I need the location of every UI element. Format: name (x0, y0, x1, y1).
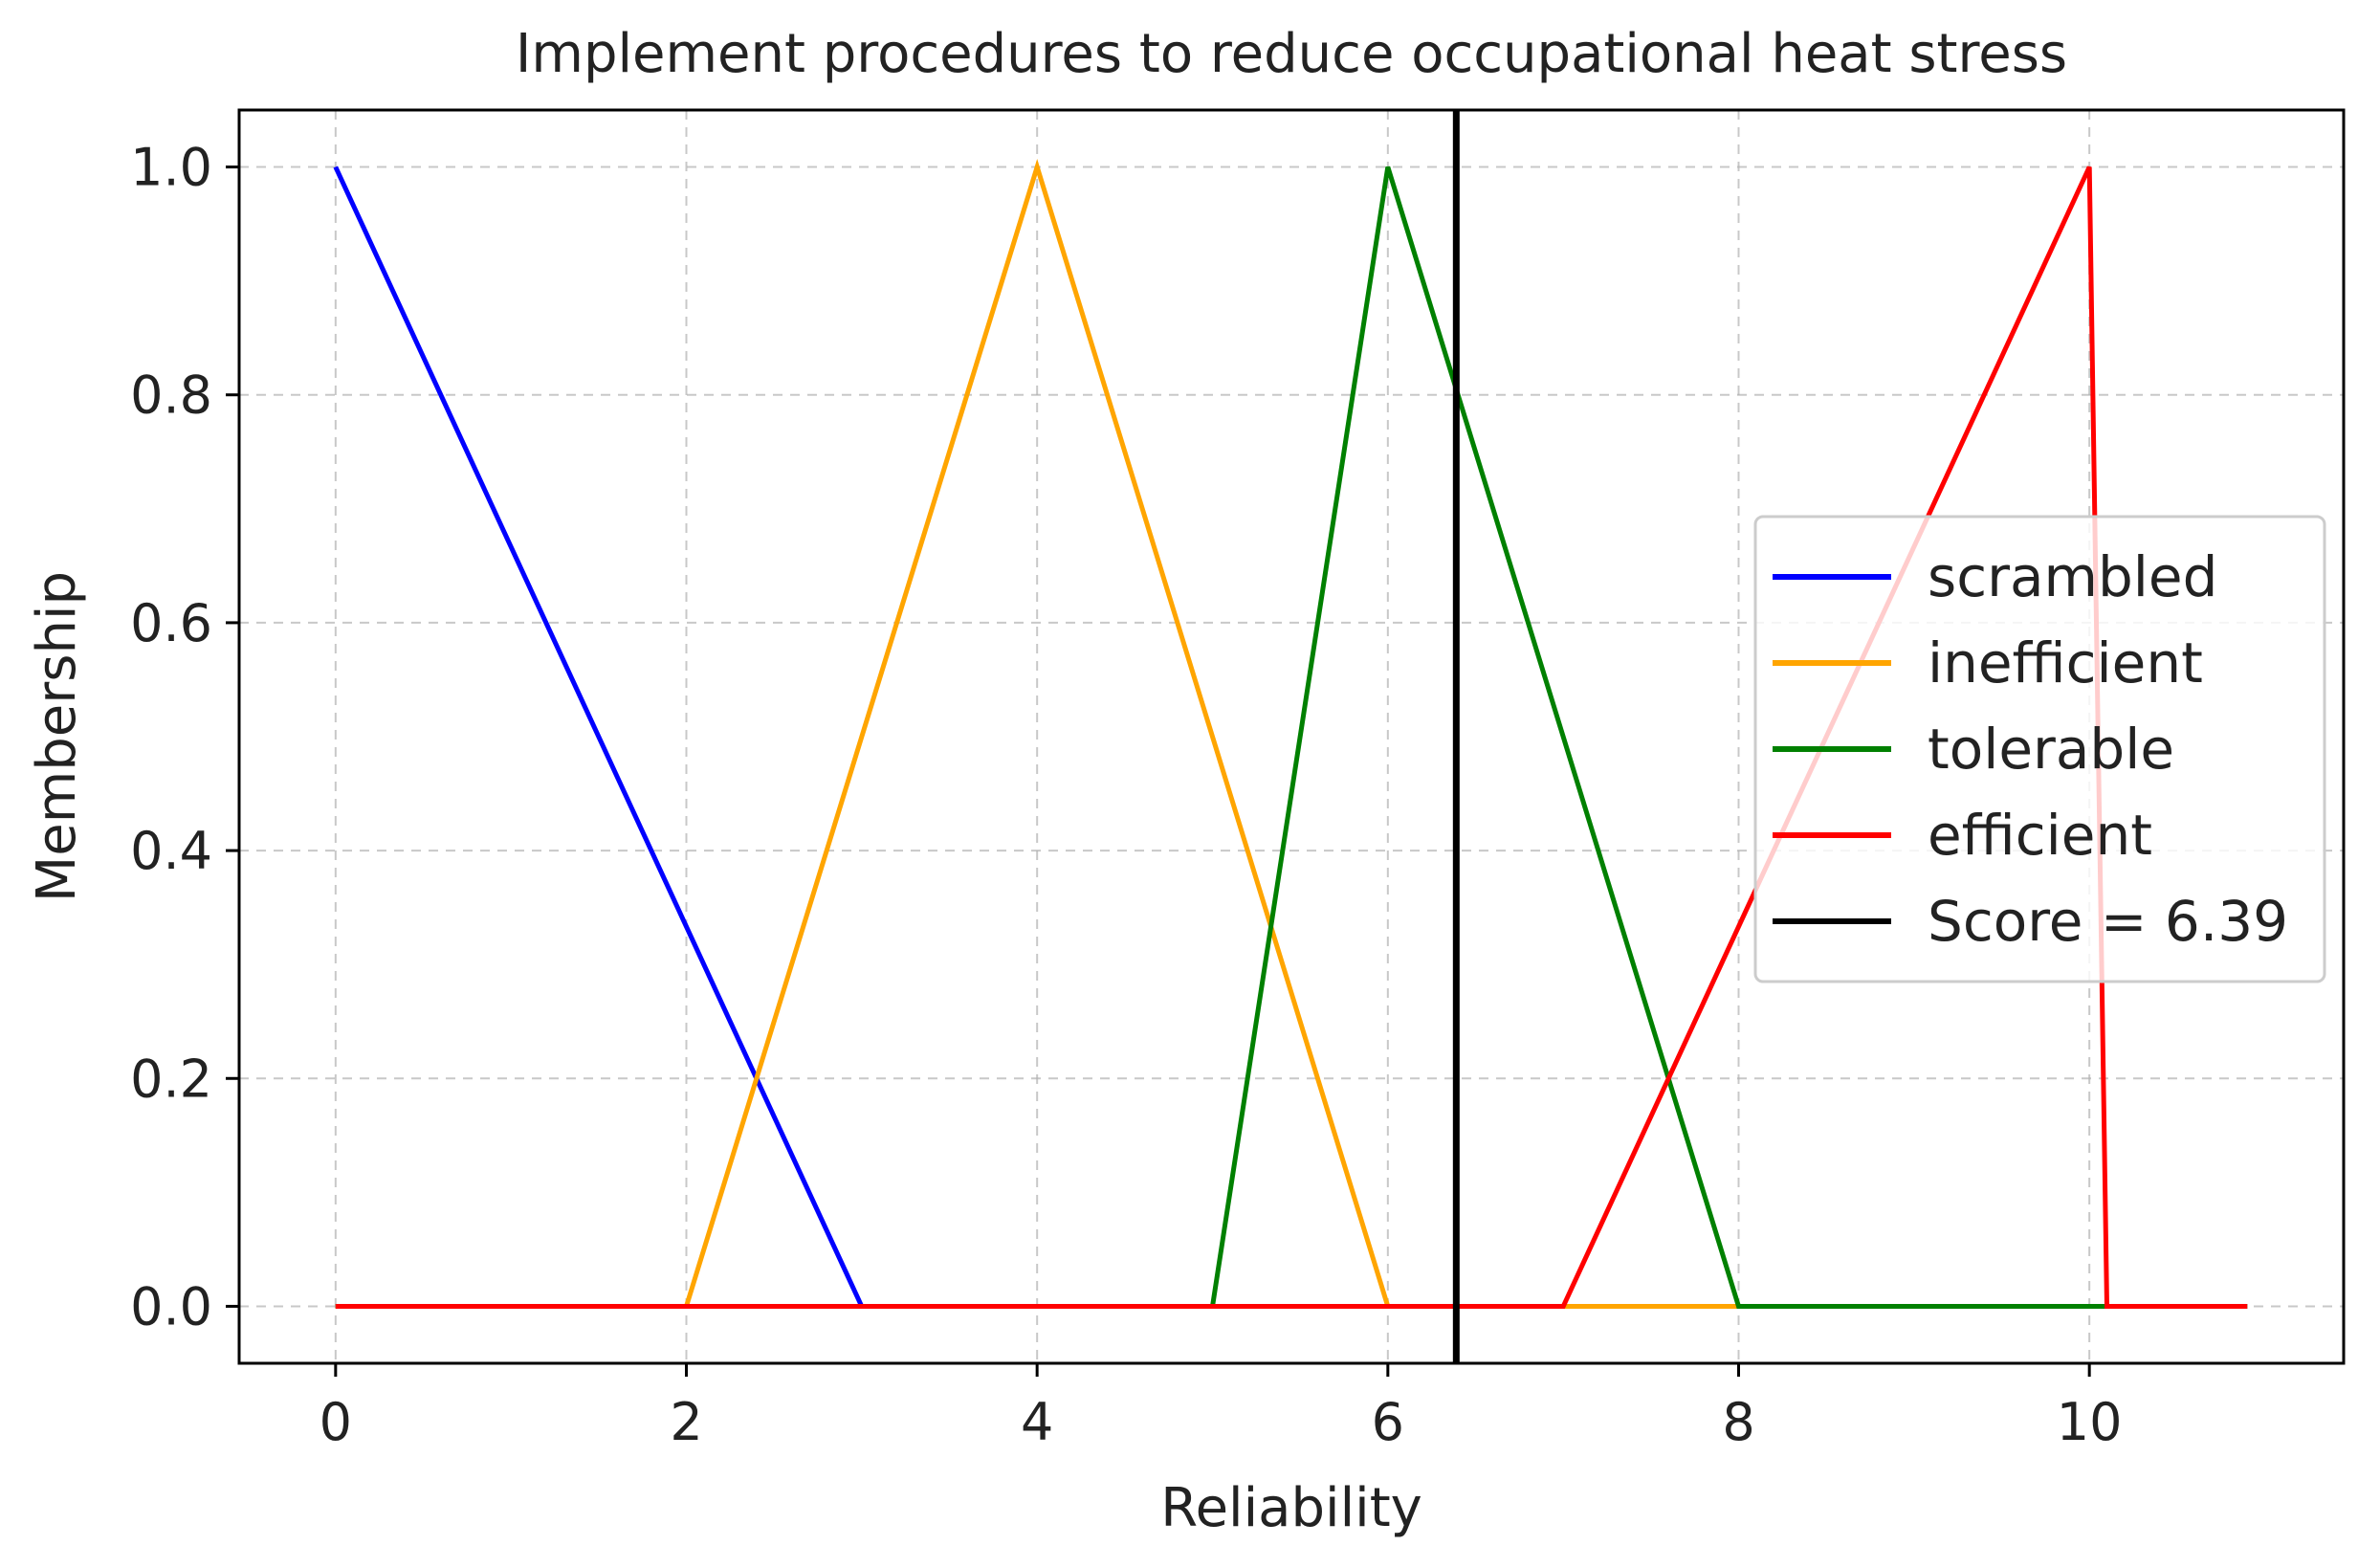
x-tick-label: 2 (670, 1392, 702, 1452)
x-tick-label: 0 (320, 1392, 352, 1452)
x-axis-label: Reliability (1160, 1477, 1422, 1539)
y-tick-label: 0.0 (130, 1276, 212, 1336)
x-tick-label: 10 (2057, 1392, 2123, 1452)
y-tick-label: 0.6 (130, 593, 212, 653)
legend: scrambled inefficient tolerable efficient Sc… (1753, 515, 2326, 983)
x-tick-label: 8 (1722, 1392, 1754, 1452)
y-tick-label: 0.2 (130, 1049, 212, 1109)
legend-label: inefficient (1928, 630, 2203, 696)
tick-layer: 0 2 4 6 8 10 0.0 0.2 0.4 0.6 0.8 1.0 (130, 138, 2122, 1452)
series-layer (333, 159, 2248, 1309)
legend-label: scrambled (1928, 544, 2217, 609)
plot-frame (237, 108, 2346, 1365)
chart-title: Implement procedures to reduce occupatio… (516, 23, 2067, 85)
x-tick-label: 6 (1372, 1392, 1404, 1452)
legend-label: Score = 6.39 (1928, 889, 2288, 954)
y-tick-label: 1.0 (130, 138, 212, 198)
x-tick-label: 4 (1021, 1392, 1053, 1452)
legend-label: efficient (1928, 803, 2152, 868)
legend-label: tolerable (1928, 717, 2174, 782)
y-axis-label: Membership (26, 571, 88, 902)
series-line-efficient (335, 166, 2248, 1309)
legend-box (1753, 515, 2326, 983)
y-tick-label: 0.4 (130, 821, 212, 881)
y-tick-label: 0.8 (130, 365, 212, 426)
